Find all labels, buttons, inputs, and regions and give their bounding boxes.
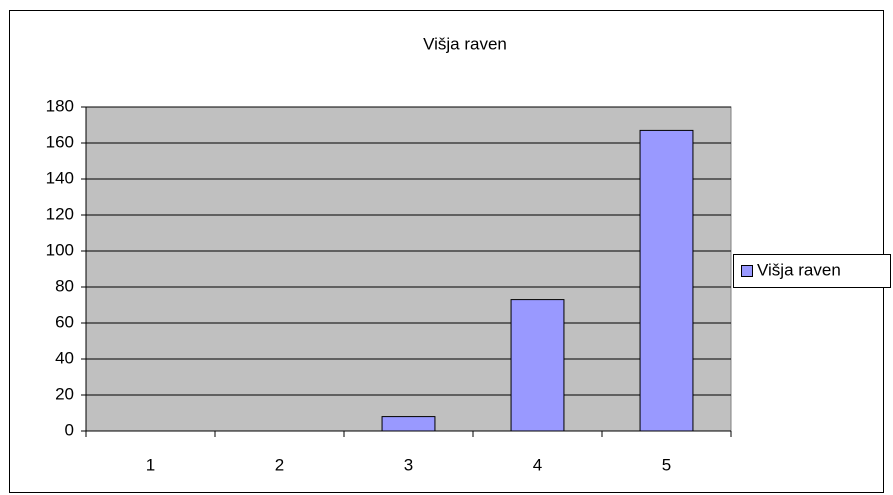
x-tick-label: 5 bbox=[662, 455, 671, 474]
x-tick-label: 2 bbox=[275, 455, 284, 474]
y-tick-label: 80 bbox=[55, 276, 74, 295]
y-tick-label: 120 bbox=[46, 204, 74, 223]
x-tick-label: 3 bbox=[404, 455, 413, 474]
y-tick-label: 100 bbox=[46, 240, 74, 259]
legend-swatch bbox=[741, 265, 753, 277]
y-tick-label: 60 bbox=[55, 312, 74, 331]
bar bbox=[639, 129, 694, 432]
y-tick-label: 160 bbox=[46, 132, 74, 151]
y-tick-label: 40 bbox=[55, 348, 74, 367]
y-tick-label: 20 bbox=[55, 384, 74, 403]
bar bbox=[510, 299, 565, 432]
bar bbox=[381, 416, 436, 432]
legend-box bbox=[733, 254, 891, 288]
y-tick-label: 140 bbox=[46, 168, 74, 187]
plot-area bbox=[85, 106, 732, 432]
legend-label: Višja raven bbox=[757, 260, 841, 279]
y-tick-label: 180 bbox=[46, 96, 74, 115]
chart-title: Višja raven bbox=[423, 34, 507, 53]
x-tick-label: 1 bbox=[146, 455, 155, 474]
x-tick-label: 4 bbox=[533, 455, 542, 474]
y-tick-label: 0 bbox=[65, 420, 74, 439]
